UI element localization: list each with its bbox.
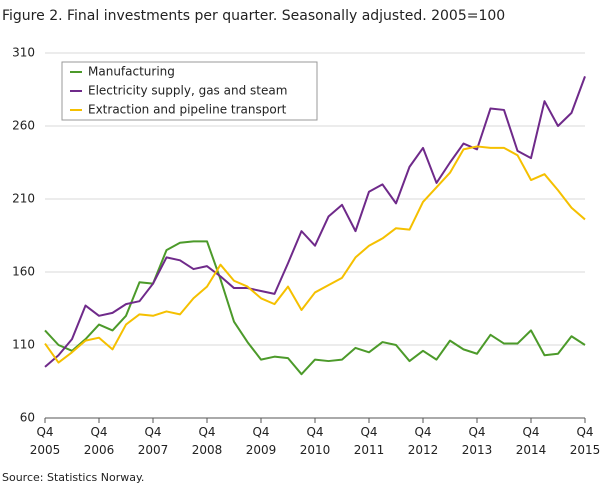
x-tick-label: Q4 2013 [461, 425, 493, 457]
legend-box [61, 61, 318, 121]
series-line [44, 145, 586, 364]
y-tick-label: 160 [12, 265, 35, 279]
series-line [44, 240, 586, 376]
x-tick-label: Q4 2005 [29, 425, 61, 457]
legend-label: Manufacturing [88, 65, 175, 79]
y-tick-label: 310 [12, 46, 35, 60]
x-tick-label: Q4 2008 [191, 425, 223, 457]
y-tick-label: 60 [20, 411, 35, 425]
legend-label: Electricity supply, gas and steam [88, 84, 287, 98]
y-tick-label: 260 [12, 119, 35, 133]
chart-title: Figure 2. Final investments per quarter.… [2, 8, 505, 24]
source: Source: Statistics Norway. [2, 471, 144, 484]
x-tick-label: Q4 2012 [407, 425, 439, 457]
x-tick-label: Q4 2014 [515, 425, 547, 457]
x-tick-label: Q4 2015 [569, 425, 601, 457]
x-tick-label: Q4 2011 [353, 425, 385, 457]
x-tick-label: Q4 2007 [137, 425, 169, 457]
legend-label: Extraction and pipeline transport [88, 103, 287, 117]
x-tick-label: Q4 2009 [245, 425, 277, 457]
series-line [44, 76, 586, 368]
y-tick-label: 110 [12, 338, 35, 352]
x-tick-label: Q4 2010 [299, 425, 331, 457]
x-tick-label: Q4 2006 [83, 425, 115, 457]
y-tick-label: 210 [12, 192, 35, 206]
